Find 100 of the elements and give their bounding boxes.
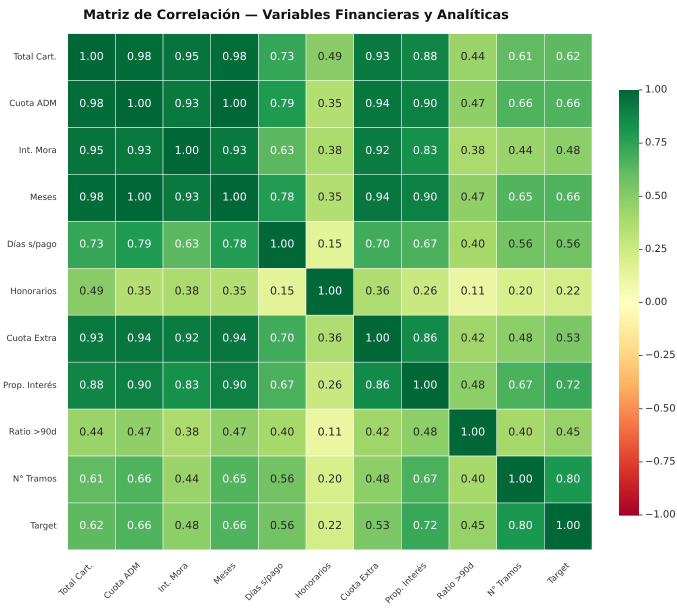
- data-label: 1.00: [126, 96, 152, 110]
- data-label: 0.15: [270, 284, 294, 298]
- data-label: 0.48: [365, 472, 390, 486]
- data-label: 0.92: [174, 331, 200, 344]
- data-label: 0.11: [460, 284, 486, 298]
- data-label: 0.73: [79, 238, 104, 251]
- data-label: 0.66: [556, 190, 580, 204]
- y-tick-label: Total Cart.: [12, 52, 57, 62]
- color-bar-label: −0.75: [645, 456, 676, 468]
- data-label: 1.00: [270, 238, 294, 251]
- data-label: 0.35: [222, 284, 247, 298]
- y-tick-label: Prop. Interés: [2, 380, 58, 391]
- data-label: 0.56: [270, 472, 294, 486]
- data-label: 0.93: [222, 144, 247, 157]
- data-label: 1.00: [222, 190, 247, 204]
- data-label: 0.47: [222, 425, 247, 438]
- data-label: 0.95: [174, 50, 200, 63]
- data-label: 0.93: [174, 190, 200, 204]
- y-tick-label: Int. Mora: [18, 146, 57, 156]
- color-bar-label: 0.25: [645, 244, 668, 255]
- data-label: 0.20: [508, 284, 533, 298]
- data-label: 0.67: [412, 472, 438, 486]
- data-label: 0.83: [412, 144, 438, 157]
- data-label: 0.90: [412, 96, 438, 110]
- data-label: 0.63: [174, 238, 200, 251]
- data-label: 0.72: [412, 519, 438, 532]
- data-label: 0.67: [270, 378, 294, 392]
- color-bar-label: 1.00: [645, 84, 668, 96]
- data-label: 0.95: [79, 144, 104, 157]
- data-label: 0.66: [556, 96, 580, 110]
- data-label: 0.63: [270, 144, 294, 157]
- data-label: 0.92: [365, 144, 390, 157]
- data-label: 0.93: [126, 144, 152, 157]
- data-label: 0.11: [318, 425, 342, 438]
- data-label: 0.79: [270, 96, 294, 110]
- data-label: 0.40: [460, 472, 486, 486]
- data-label: 0.88: [79, 378, 104, 392]
- color-bar-label: 0.00: [645, 297, 668, 308]
- data-label: 1.00: [556, 519, 580, 532]
- data-label: 0.38: [318, 144, 342, 157]
- data-label: 0.35: [318, 96, 342, 110]
- data-label: 0.98: [222, 50, 247, 63]
- data-label: 0.90: [222, 378, 247, 392]
- data-label: 1.00: [508, 472, 533, 486]
- data-label: 0.78: [270, 190, 294, 204]
- data-label: 0.48: [556, 144, 580, 157]
- data-label: 0.70: [365, 238, 390, 251]
- data-label: 0.66: [126, 519, 152, 532]
- data-label: 0.56: [508, 238, 533, 251]
- data-label: 0.86: [365, 378, 390, 392]
- data-label: 0.79: [126, 238, 152, 251]
- data-label: 0.72: [556, 378, 580, 392]
- color-bar-label: 0.50: [645, 190, 668, 202]
- data-label: 0.36: [318, 331, 342, 344]
- color-bar-label: −0.50: [645, 403, 676, 414]
- data-label: 0.94: [126, 331, 152, 344]
- data-label: 0.80: [508, 519, 533, 532]
- data-label: 0.94: [365, 96, 390, 110]
- data-label: 0.61: [508, 50, 533, 63]
- y-tick-label: Meses: [30, 193, 58, 204]
- data-label: 0.22: [318, 519, 342, 532]
- data-label: 0.40: [270, 425, 294, 438]
- y-tick-label: Cuota Extra: [6, 334, 57, 344]
- color-bar-label: 0.75: [645, 138, 668, 149]
- data-label: 0.66: [126, 472, 152, 486]
- y-tick-label: Ratio >90d: [8, 428, 57, 438]
- y-tick-label: N° Tramos: [12, 474, 58, 485]
- data-label: 0.47: [460, 96, 486, 110]
- data-label: 1.00: [365, 331, 390, 344]
- y-tick-label: Cuota ADM: [9, 99, 57, 110]
- data-label: 0.86: [412, 331, 438, 344]
- data-label: 0.47: [460, 190, 486, 204]
- data-label: 1.00: [460, 425, 486, 438]
- data-label: 0.90: [126, 378, 152, 392]
- data-label: 1.00: [318, 284, 342, 298]
- data-label: 0.45: [460, 519, 486, 532]
- data-label: 0.56: [556, 238, 580, 251]
- data-label: 0.83: [174, 378, 200, 392]
- data-label: 0.78: [222, 238, 247, 251]
- data-label: 0.49: [79, 284, 104, 298]
- data-label: 0.88: [412, 50, 438, 63]
- data-label: 0.44: [460, 50, 486, 63]
- data-label: 0.26: [318, 378, 342, 392]
- data-label: 0.42: [365, 425, 390, 438]
- data-label: 0.35: [318, 190, 342, 204]
- data-label: 0.61: [79, 472, 104, 486]
- data-label: 0.44: [174, 472, 200, 486]
- data-label: 0.67: [412, 238, 438, 251]
- data-label: 0.90: [412, 190, 438, 204]
- data-label: 0.40: [460, 238, 486, 251]
- data-label: 0.42: [460, 331, 486, 344]
- data-label: 1.00: [126, 190, 152, 204]
- data-label: 0.93: [79, 331, 104, 344]
- data-label: 0.40: [508, 425, 533, 438]
- data-label: 0.45: [556, 425, 580, 438]
- data-label: 0.62: [556, 50, 580, 63]
- data-label: 0.56: [270, 519, 294, 532]
- data-label: 0.67: [508, 378, 533, 392]
- data-label: 0.48: [174, 519, 200, 532]
- data-label: 0.15: [318, 238, 342, 251]
